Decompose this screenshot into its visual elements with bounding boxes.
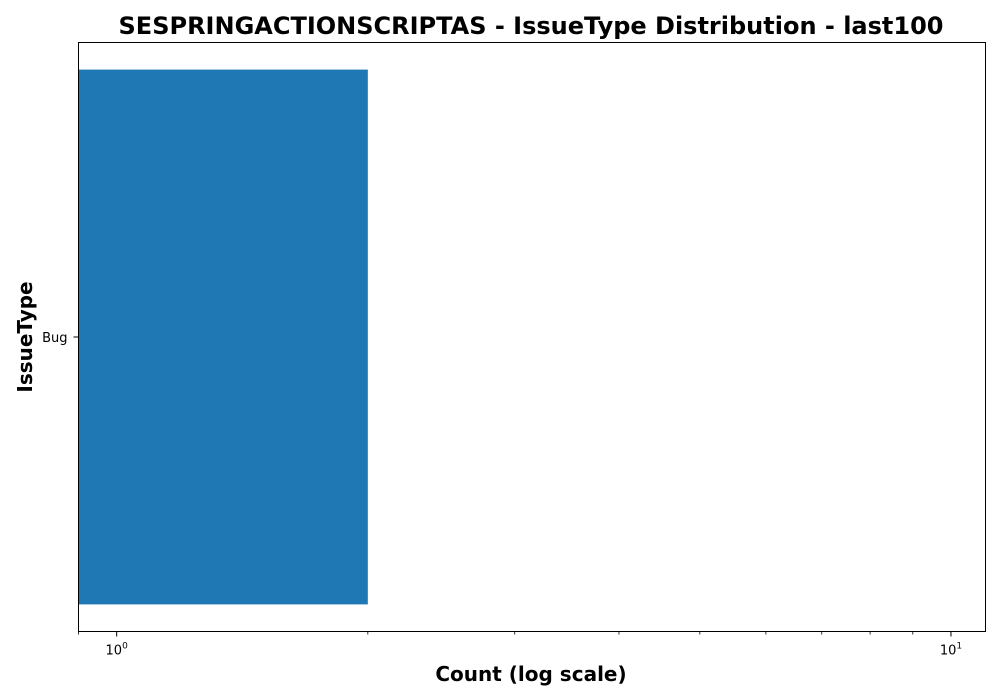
x-axis-label: Count (log scale)	[435, 662, 626, 686]
y-tick-label: Bug	[42, 331, 67, 346]
bar-bug	[78, 69, 368, 605]
y-axis-ticks: Bug	[42, 331, 79, 346]
x-tick-label: 100	[106, 642, 129, 659]
bars-layer	[78, 69, 368, 605]
x-axis-ticks: 100 101	[78, 631, 962, 659]
y-axis-label: IssueType	[13, 281, 37, 392]
x-tick-label: 101	[940, 642, 962, 659]
chart-title: SESPRINGACTIONSCRIPTAS - IssueType Distr…	[119, 12, 944, 40]
